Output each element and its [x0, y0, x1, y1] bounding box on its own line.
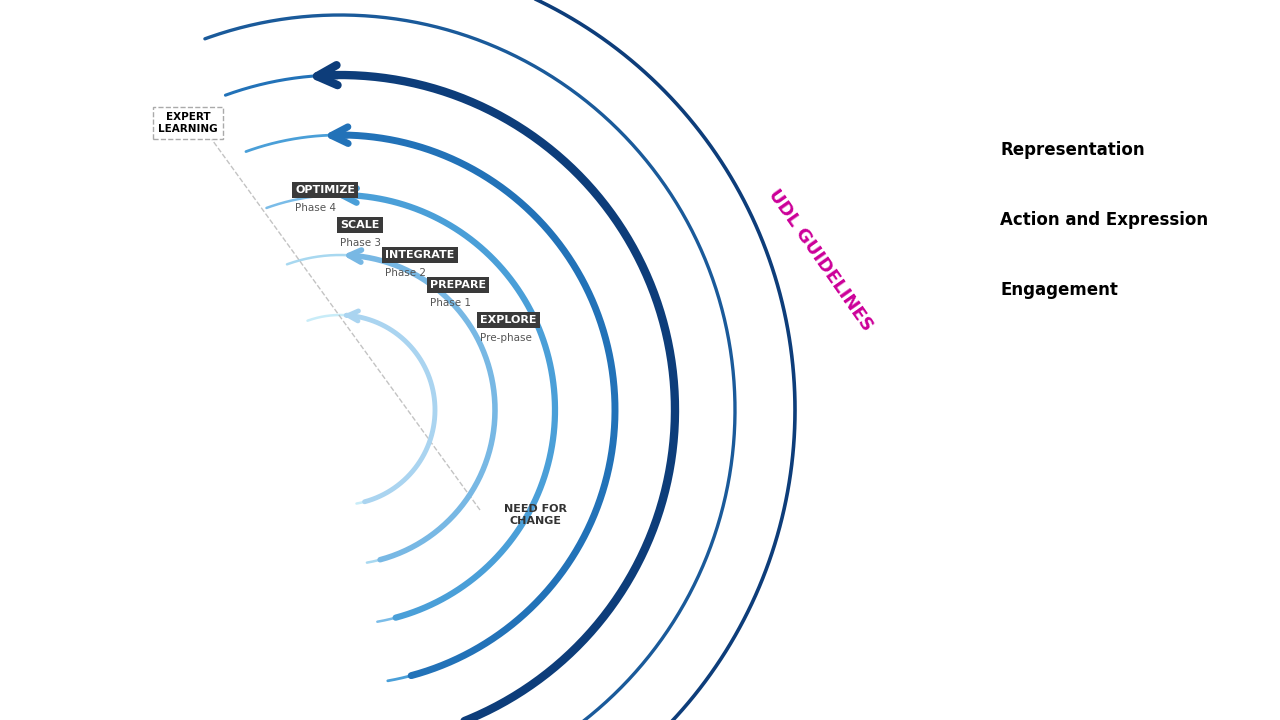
Text: OPTIMIZE: OPTIMIZE	[294, 185, 355, 195]
Text: Phase 1: Phase 1	[430, 298, 471, 308]
Text: Phase 2: Phase 2	[385, 268, 426, 278]
Text: NEED FOR
CHANGE: NEED FOR CHANGE	[503, 504, 567, 526]
Text: Phase 3: Phase 3	[340, 238, 381, 248]
Text: EXPERT
LEARNING: EXPERT LEARNING	[159, 112, 218, 134]
Text: PREPARE: PREPARE	[430, 280, 486, 290]
Text: Action and Expression: Action and Expression	[1000, 211, 1208, 229]
Text: Representation: Representation	[1000, 141, 1144, 159]
Text: EXPLORE: EXPLORE	[480, 315, 536, 325]
Text: SCALE: SCALE	[340, 220, 379, 230]
Text: UDL GUIDELINES: UDL GUIDELINES	[764, 186, 876, 334]
Text: Phase 4: Phase 4	[294, 203, 335, 213]
Text: Engagement: Engagement	[1000, 281, 1117, 299]
Text: INTEGRATE: INTEGRATE	[385, 250, 454, 260]
Text: Pre-phase: Pre-phase	[480, 333, 532, 343]
